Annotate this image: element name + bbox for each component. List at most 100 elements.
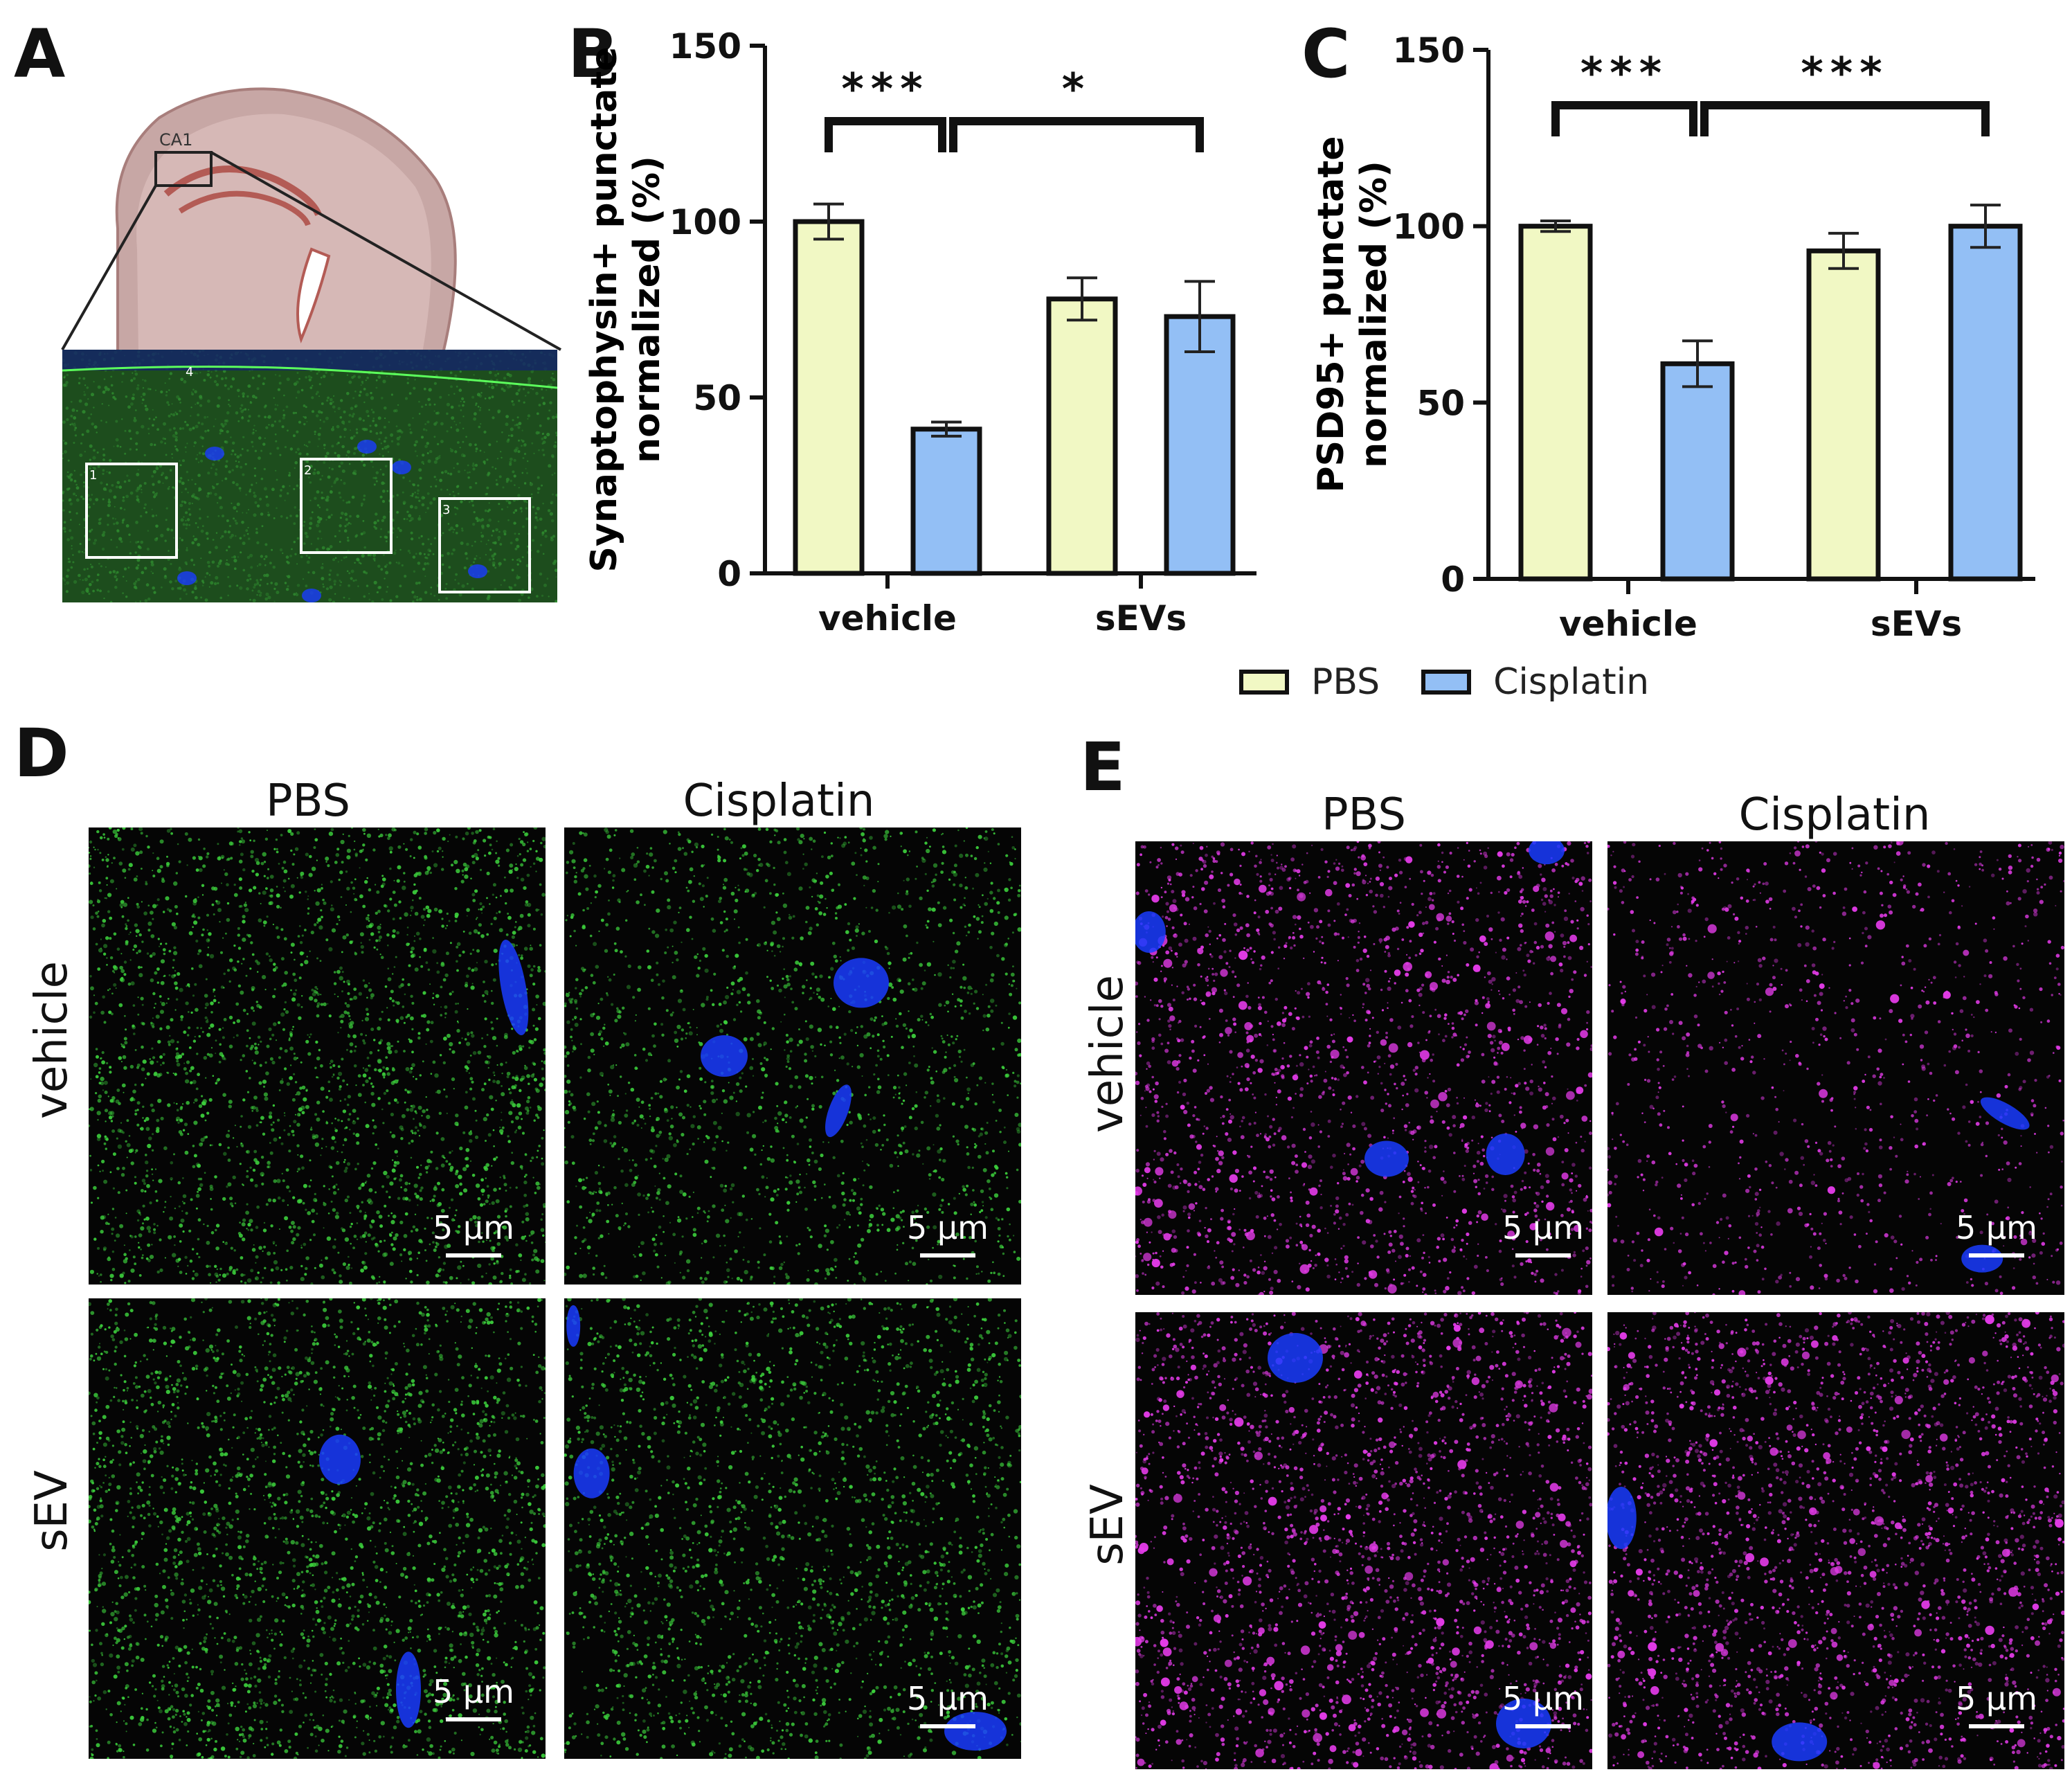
y-axis-label: Synaptophysin+ punctatenormalized (%) [584, 46, 668, 572]
panel-d-col-cisplatin: Cisplatin [683, 776, 875, 827]
nucleus [396, 1652, 421, 1728]
scale-label-d00: 5 µm [433, 1209, 514, 1246]
micrograph-canvas [89, 1298, 546, 1759]
roi-label-3: 3 [442, 503, 450, 517]
significance-label: *** [1801, 48, 1889, 98]
panel-label-e: E [1080, 728, 1126, 806]
x-tick-label: sEVs [1095, 598, 1187, 638]
nucleus [1772, 1722, 1828, 1762]
inset-nucleus [302, 589, 321, 602]
panel-label-a: A [14, 15, 66, 93]
bar-cisplatin-sevs [1164, 314, 1236, 576]
region-label: CA1 [159, 130, 192, 150]
micrograph-d-sev-cisplatin [564, 1298, 1021, 1759]
roi-label-4: 4 [186, 365, 193, 379]
scale-line-d00 [445, 1253, 501, 1258]
y-axis-label: PSD95+ punctatenormalized (%) [1310, 136, 1395, 493]
bar-pbs-sevs [1046, 296, 1118, 576]
roi-label-1: 1 [89, 468, 97, 483]
scale-bar-e01: 5 µm [1956, 1212, 2037, 1258]
nucleus [1486, 1133, 1525, 1175]
y-tick-label: 0 [1441, 560, 1465, 600]
legend-label-pbs: PBS [1311, 661, 1380, 703]
scale-bar-e00: 5 µm [1502, 1212, 1584, 1258]
scale-line-e00 [1515, 1253, 1571, 1258]
nucleus [1980, 1097, 2030, 1130]
micrograph-canvas [1135, 841, 1592, 1295]
micrograph-canvas [89, 827, 546, 1285]
micrograph-d-vehicle-cisplatin [564, 827, 1021, 1285]
y-tick-label: 50 [1416, 383, 1465, 423]
legend-swatch-cisplatin [1421, 670, 1472, 695]
micrograph-e-sev-cisplatin [1607, 1312, 2064, 1769]
micrograph-canvas [1135, 1312, 1592, 1769]
scale-line-e10 [1515, 1724, 1571, 1728]
inset-nucleus [205, 447, 224, 460]
micrograph-d-sev-pbs [89, 1298, 546, 1759]
scale-bar-e10: 5 µm [1502, 1683, 1584, 1728]
nucleus [1529, 841, 1565, 865]
micrograph-e-vehicle-cisplatin [1607, 841, 2064, 1295]
nucleus [701, 1035, 748, 1077]
scale-label-e01: 5 µm [1956, 1209, 2037, 1246]
chart-synaptophysin: Synaptophysin+ punctatenormalized (%) 0 50… [584, 26, 1256, 638]
y-tick-label: 0 [717, 554, 741, 594]
inset-nucleus [177, 571, 197, 585]
bar-cisplatin-vehicle [1660, 361, 1735, 582]
scale-line-e11 [1968, 1724, 2024, 1728]
ca1-inset-canvas: 1 2 3 4 [62, 350, 557, 602]
legend-swatch-pbs [1239, 670, 1289, 695]
scale-label-e00: 5 µm [1502, 1209, 1584, 1246]
y-tick-label: 150 [1393, 30, 1465, 71]
significance-label: *** [841, 64, 929, 114]
roi-box-3 [438, 497, 531, 593]
nucleus [1607, 1487, 1637, 1549]
inset-background [62, 350, 557, 602]
significance-bracket [825, 117, 946, 152]
scale-bar-d01: 5 µm [907, 1212, 989, 1258]
nucleus [834, 958, 889, 1008]
scale-line-e01 [1968, 1253, 2024, 1258]
nucleus [1961, 1244, 2003, 1273]
chart-legend: PBS Cisplatin [1239, 661, 1691, 703]
legend-item-cisplatin: Cisplatin [1421, 661, 1649, 703]
scale-bar-d11: 5 µm [907, 1683, 989, 1728]
micrograph-e-sev-pbs [1135, 1312, 1592, 1769]
panel-a: CA1 [55, 76, 568, 609]
roi-label-2: 2 [304, 463, 312, 478]
puncta-layer [1135, 1312, 1592, 1769]
nucleus [573, 1448, 610, 1498]
micrograph-background [1607, 841, 2064, 1295]
roi-box-1 [85, 463, 178, 559]
bar-cisplatin-vehicle [910, 427, 982, 576]
nucleus [1135, 911, 1166, 953]
x-tick-label: vehicle [818, 598, 957, 638]
nucleus [498, 939, 529, 1036]
micrograph-canvas [1607, 841, 2064, 1295]
nucleus [1268, 1333, 1323, 1383]
micrograph-canvas [564, 1298, 1021, 1759]
brain-schematic: CA1 [61, 87, 561, 355]
micrograph-e-vehicle-pbs [1135, 841, 1592, 1295]
panel-label-b: B [568, 15, 619, 93]
nucleus [1364, 1140, 1409, 1177]
roi-box-2 [300, 458, 393, 554]
significance-bracket [1700, 101, 1990, 136]
panel-label-d: D [14, 715, 69, 792]
x-tick-label: sEVs [1871, 604, 1962, 644]
y-tick-label: 50 [693, 378, 741, 418]
micrograph-canvas [564, 827, 1021, 1285]
x-tick-label: vehicle [1559, 604, 1697, 644]
y-tick-label: 150 [669, 26, 741, 66]
significance-label: *** [1580, 48, 1668, 98]
legend-label-cisplatin: Cisplatin [1493, 661, 1650, 703]
micrograph-canvas [1607, 1312, 2064, 1769]
nucleus [944, 1712, 1007, 1751]
chart-psd95: PSD95+ punctatenormalized (%) 0 50 100 150 ve… [1310, 30, 2035, 644]
nucleus [825, 1084, 852, 1138]
panel-d-row-vehicle: vehicle [26, 961, 78, 1119]
bar-pbs-vehicle [793, 219, 865, 576]
bar-pbs-sevs [1806, 248, 1881, 582]
inset-nucleus [468, 564, 487, 578]
significance-bracket [949, 117, 1204, 152]
